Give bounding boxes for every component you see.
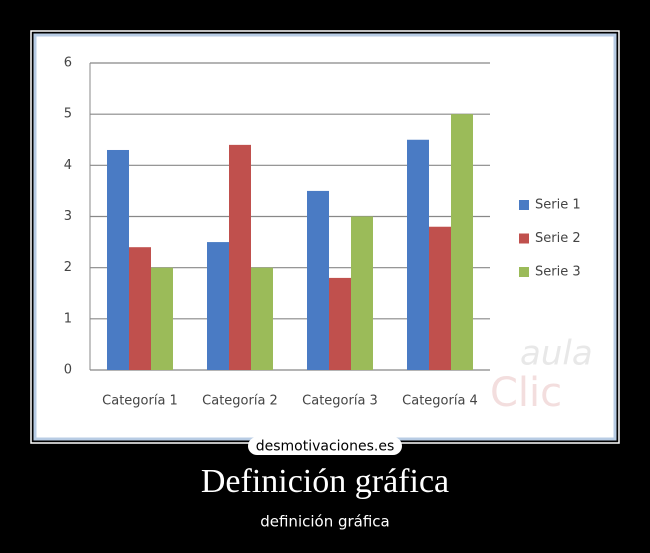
bar bbox=[351, 216, 373, 370]
legend-swatch bbox=[519, 267, 529, 277]
bar bbox=[251, 267, 273, 370]
chart: 0 1 2 3 4 5 6 Categoría 1 Categoría 2 Categoría 3… bbox=[64, 56, 581, 409]
y-tick-label: 1 bbox=[64, 311, 72, 326]
legend-swatch bbox=[519, 200, 529, 210]
y-tick-label: 3 bbox=[64, 209, 72, 224]
bar bbox=[451, 114, 473, 371]
bar bbox=[129, 247, 151, 370]
legend-label: Serie 1 bbox=[535, 198, 581, 213]
site-label: desmotivaciones.es bbox=[256, 439, 395, 455]
poster-caption: definición gráfica bbox=[260, 513, 390, 531]
legend-swatch bbox=[519, 233, 529, 244]
bar bbox=[229, 144, 251, 370]
bar bbox=[307, 190, 329, 370]
y-tick-label: 2 bbox=[64, 260, 72, 275]
site-badge bbox=[248, 437, 402, 455]
watermark: aula bbox=[520, 334, 593, 374]
x-tick-label: Categoría 3 bbox=[302, 394, 378, 409]
bar bbox=[151, 267, 173, 370]
y-tick-label: 4 bbox=[64, 158, 72, 173]
bar bbox=[207, 242, 229, 370]
legend-label: Serie 3 bbox=[535, 265, 581, 280]
x-tick-label: Categoría 4 bbox=[402, 394, 478, 409]
bar bbox=[407, 139, 429, 370]
y-tick-label: 0 bbox=[64, 363, 72, 378]
bar bbox=[107, 149, 129, 370]
watermark: Clic bbox=[490, 370, 562, 416]
y-tick-label: 6 bbox=[64, 56, 72, 71]
bar bbox=[429, 226, 451, 370]
y-tick-label: 5 bbox=[64, 107, 72, 122]
x-tick-label: Categoría 1 bbox=[102, 394, 178, 409]
legend-label: Serie 2 bbox=[535, 231, 581, 246]
x-tick-label: Categoría 2 bbox=[202, 394, 278, 409]
poster-title: Definición gráfica bbox=[201, 463, 449, 500]
bar bbox=[329, 277, 351, 370]
